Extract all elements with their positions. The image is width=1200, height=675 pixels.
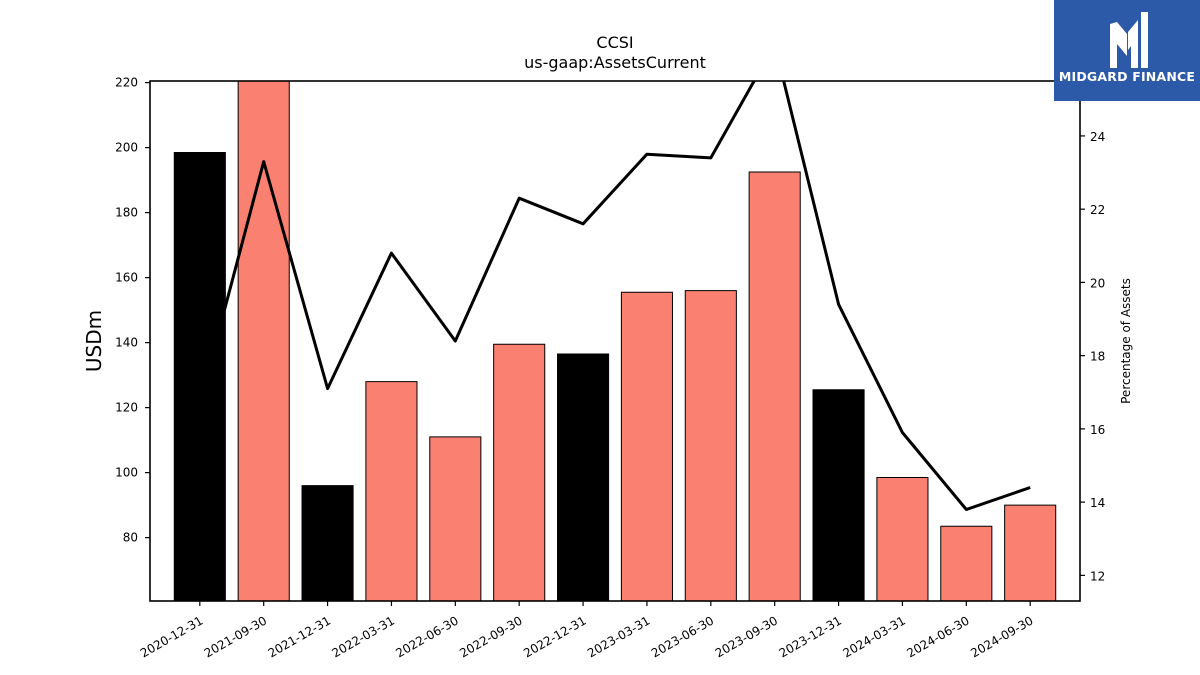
bar-2023-06-30 — [684, 290, 737, 601]
y-tick-label: 80 — [123, 531, 138, 545]
x-tick-label: 2024-09-30 — [968, 613, 1035, 660]
x-tick-label: 2022-03-31 — [330, 613, 397, 660]
x-tick-label: 2021-12-31 — [266, 613, 333, 660]
bar-2021-12-31 — [301, 485, 354, 601]
midgard-logo-icon — [1110, 12, 1148, 68]
bar-2022-09-30 — [493, 343, 546, 601]
bar-2024-06-30 — [940, 525, 993, 601]
bar-2024-09-30 — [1004, 504, 1057, 601]
y2-tick-label: 12 — [1090, 569, 1105, 583]
bar-2023-12-31 — [812, 389, 865, 601]
y2-tick-label: 16 — [1090, 423, 1105, 437]
y-tick-label: 200 — [115, 141, 138, 155]
x-tick-label: 2023-12-31 — [777, 613, 844, 660]
y-tick-label: 220 — [115, 76, 138, 90]
y2-tick-label: 22 — [1090, 203, 1105, 217]
x-tick-label: 2021-09-30 — [202, 613, 269, 660]
y-tick-label: 140 — [115, 336, 138, 350]
y2-tick-label: 24 — [1090, 130, 1105, 144]
x-tick-label: 2023-09-30 — [713, 613, 780, 660]
y-tick-label: 180 — [115, 206, 138, 220]
x-tick-label: 2024-03-31 — [841, 613, 908, 660]
bar-2021-09-30 — [237, 81, 290, 601]
x-tick-label: 2022-06-30 — [393, 613, 460, 660]
bar-2023-03-31 — [620, 291, 673, 601]
y-axis-label: USDm — [82, 310, 106, 372]
midgard-finance-logo: MIDGARD FINANCE — [1054, 0, 1200, 101]
bar-2024-03-31 — [876, 477, 929, 601]
y2-tick-label: 20 — [1090, 276, 1105, 290]
x-tick-label: 2024-06-30 — [904, 613, 971, 660]
chart-title: CCSI — [596, 33, 633, 52]
y-tick-label: 160 — [115, 271, 138, 285]
x-tick-label: 2023-06-30 — [649, 613, 716, 660]
bar-2022-03-31 — [365, 381, 418, 601]
y2-tick-label: 18 — [1090, 350, 1105, 364]
percentage-line — [198, 81, 1031, 511]
brand-name: MIDGARD FINANCE — [1058, 69, 1196, 84]
y2-tick-label: 14 — [1090, 496, 1105, 510]
plot-frame — [149, 80, 1081, 602]
x-tick-label: 2022-09-30 — [457, 613, 524, 660]
bar-2022-06-30 — [429, 436, 482, 601]
x-tick-label: 2023-03-31 — [585, 613, 652, 660]
y2-axis-label: Percentage of Assets — [1119, 278, 1133, 404]
y-tick-label: 120 — [115, 401, 138, 415]
bar-2020-12-31 — [173, 152, 226, 601]
bar-2023-09-30 — [748, 171, 801, 601]
x-tick-label: 2020-12-31 — [138, 613, 205, 660]
y-tick-label: 100 — [115, 466, 138, 480]
chart-subtitle: us-gaap:AssetsCurrent — [524, 53, 706, 72]
x-tick-label: 2022-12-31 — [521, 613, 588, 660]
bar-2022-12-31 — [557, 353, 610, 601]
plot-area — [173, 81, 1057, 601]
